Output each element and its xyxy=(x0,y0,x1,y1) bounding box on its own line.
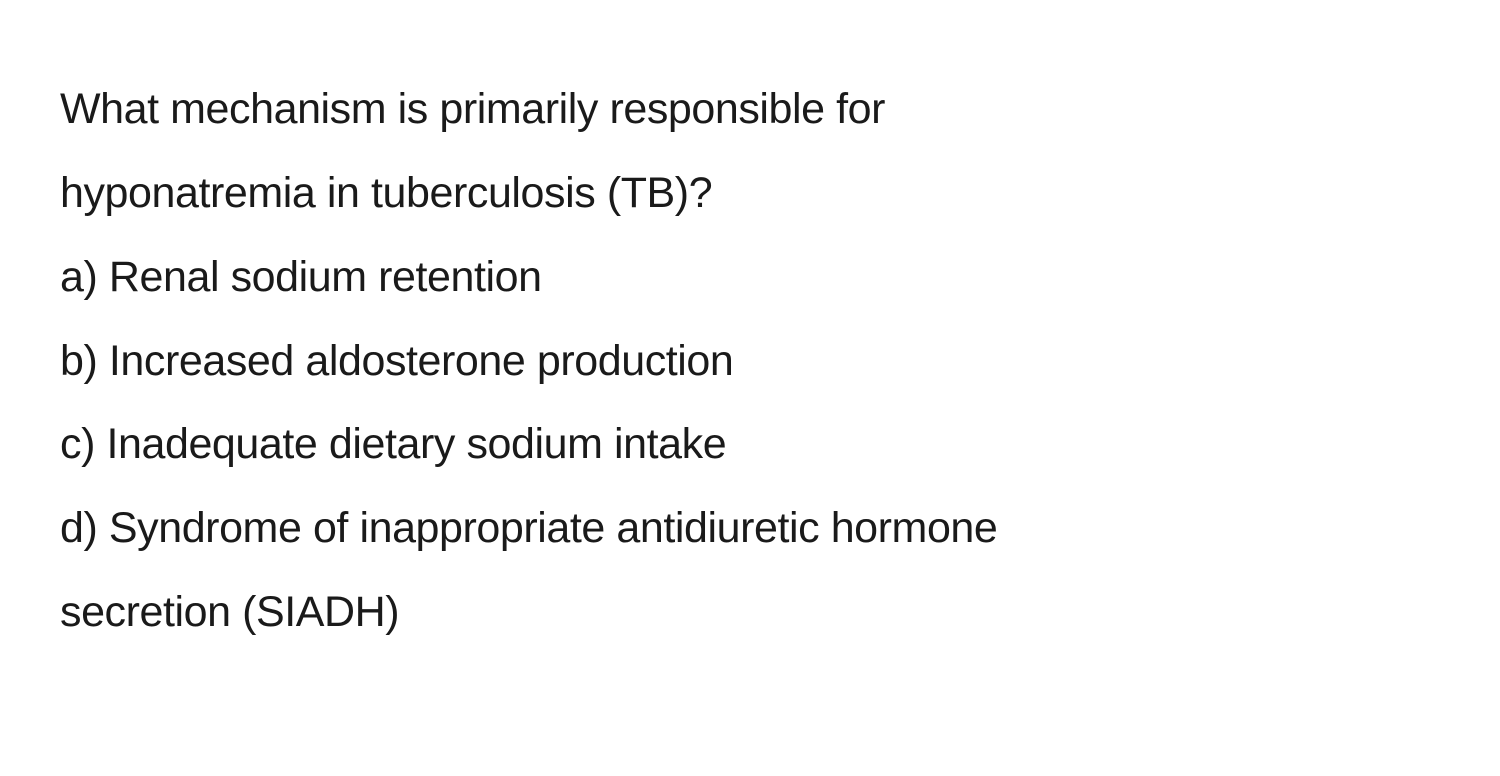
option-d-line2: secretion (SIADH) xyxy=(60,571,1440,655)
question-content: What mechanism is primarily responsible … xyxy=(60,68,1440,655)
option-d-line1: d) Syndrome of inappropriate antidiureti… xyxy=(60,487,1440,571)
option-b: b) Increased aldosterone production xyxy=(60,320,1440,404)
option-a: a) Renal sodium retention xyxy=(60,236,1440,320)
question-text-line2: hyponatremia in tuberculosis (TB)? xyxy=(60,152,1440,236)
option-c: c) Inadequate dietary sodium intake xyxy=(60,403,1440,487)
question-text-line1: What mechanism is primarily responsible … xyxy=(60,68,1440,152)
